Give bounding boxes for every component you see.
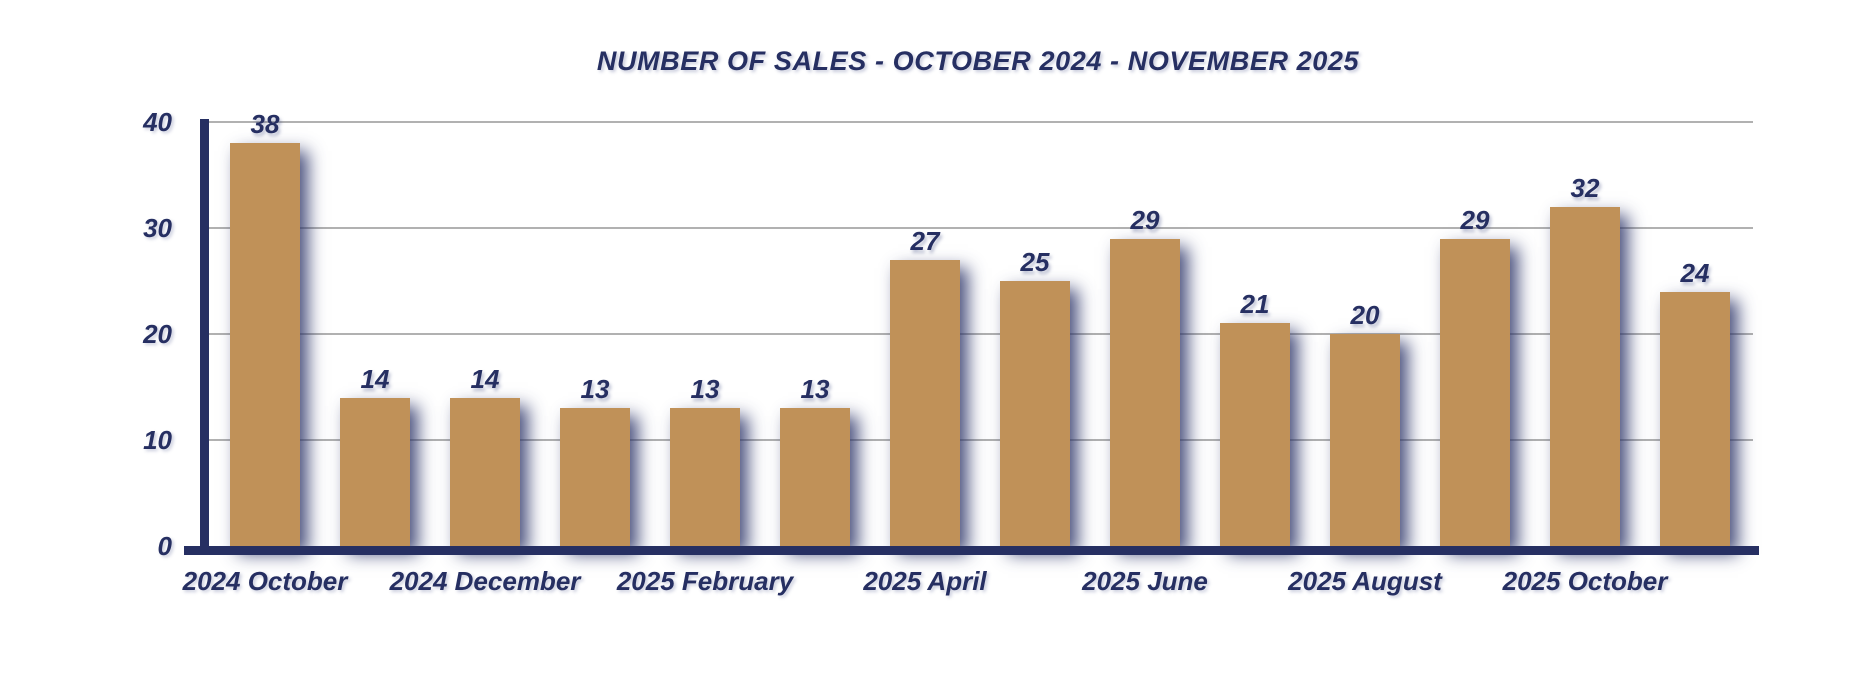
bar [890,260,960,546]
bar-group: 29 [1440,207,1510,546]
bar-value-label: 20 [1350,300,1380,330]
x-tick-label: 2025 February [616,566,794,596]
bar [340,398,410,546]
bar [560,408,630,546]
bar-value-label: 29 [1130,205,1160,235]
bar-value-label: 21 [1240,289,1270,319]
gridline-30 [202,227,1753,229]
bar-value-label: 27 [910,226,940,256]
bar-value-label: 14 [470,364,500,394]
bar [1220,323,1290,546]
bar-value-label: 25 [1020,247,1050,277]
x-tick-label: 2025 June [1082,566,1208,596]
bar-group: 14 [340,366,410,546]
bar [1000,281,1070,546]
chart-title: NUMBER OF SALES - OCTOBER 2024 - NOVEMBE… [596,46,1360,76]
y-tick-label: 0 [157,531,172,561]
bar-value-label: 14 [360,364,390,394]
bar-group: 38 [230,111,300,546]
bar-value-label: 13 [690,374,720,404]
x-tick-label: 2024 October [182,566,348,596]
gridline-20 [202,333,1753,335]
gridline-10 [202,439,1753,441]
plot-area: 38 14 14 13 13 13 27 25 29 21 20 29 32 24 0 10 20 30 40 20… [143,107,1759,596]
bar [450,398,520,546]
x-tick-label: 2024 December [389,566,581,596]
bar-group: 27 [890,228,960,546]
bar-value-label: 13 [580,374,610,404]
bars-container: 38 14 14 13 13 13 27 25 29 21 20 29 32 24 [200,111,1756,546]
bar-group: 13 [560,376,630,546]
gridline-40 [202,121,1753,123]
bar [1550,207,1620,546]
bar [670,408,740,546]
bar-group: 29 [1110,207,1180,546]
bar-value-label: 32 [1570,173,1600,203]
bar [1110,239,1180,546]
x-tick-label: 2025 April [863,566,987,596]
bar-group: 20 [1330,302,1400,546]
bar-group: 13 [780,376,850,546]
bar-group: 14 [450,366,520,546]
bar-value-label: 24 [1680,258,1710,288]
x-tick-label: 2025 August [1288,566,1442,596]
x-tick-label: 2025 October [1502,566,1668,596]
bar [1660,292,1730,546]
bar [1440,239,1510,546]
y-tick-label: 40 [143,107,172,137]
bar-value-label: 29 [1460,205,1490,235]
bar-group: 13 [670,376,740,546]
bar-value-label: 13 [800,374,830,404]
bar-group: 32 [1550,175,1620,546]
bar-group: 24 [1660,260,1730,546]
y-tick-label: 30 [143,213,172,243]
bar-group: 21 [1220,291,1290,546]
y-tick-label: 10 [143,425,172,455]
bar [230,143,300,546]
bar [780,408,850,546]
bar [1330,334,1400,546]
y-axis-line [200,119,209,555]
bar-group: 25 [1000,249,1070,546]
bar-value-label: 38 [250,109,280,139]
y-tick-label: 20 [143,319,172,349]
x-axis-line [184,546,1759,555]
